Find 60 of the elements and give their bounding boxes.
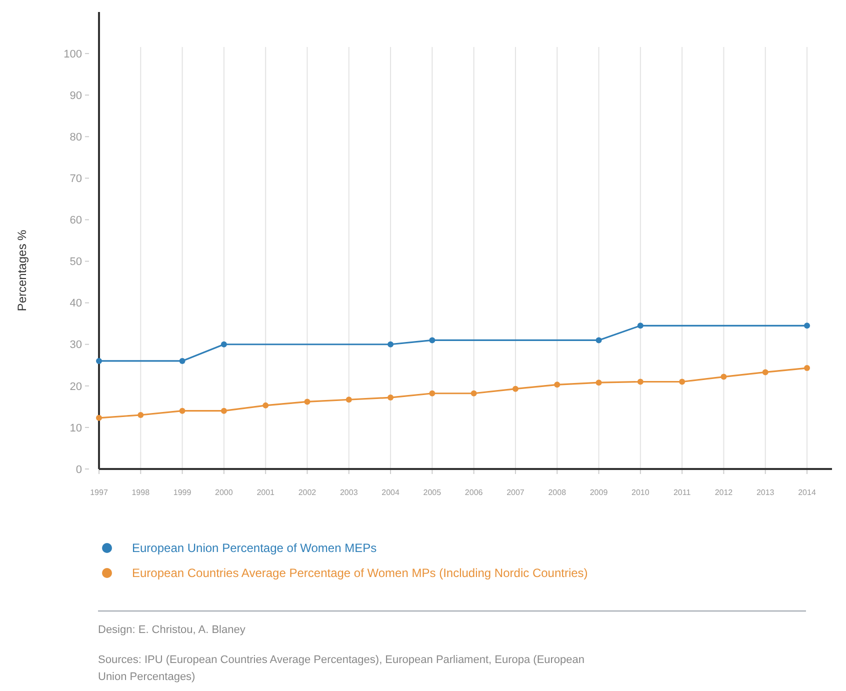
- point: [470, 390, 477, 396]
- x-tick-label: 1997: [90, 488, 108, 497]
- x-tick-label: 2014: [798, 488, 816, 497]
- x-tick-label: 1999: [173, 488, 192, 497]
- y-tick-label: 40: [70, 298, 82, 310]
- point: [596, 337, 602, 344]
- point: [179, 358, 186, 364]
- x-tick-label: 2013: [756, 488, 775, 497]
- point: [762, 369, 768, 376]
- y-tick-label: 80: [70, 131, 82, 144]
- x-tick-label: 2012: [714, 488, 734, 497]
- source-note: Sources: IPU (European Countries Average Percentages), European Parliament, Europa (European Union Percentages): [98, 654, 585, 683]
- point: [679, 378, 686, 385]
- point: [429, 337, 436, 344]
- legend-label: European Countries Average Percentage of Women MPs (Including Nordic Countries): [132, 566, 588, 580]
- point: [220, 341, 227, 348]
- legend-label: European Union Percentage of Women MEPs: [132, 541, 377, 556]
- y-tick-label: 100: [64, 48, 82, 60]
- y-axis-title: Percentages %: [15, 229, 29, 312]
- x-tick-label: 2007: [506, 488, 525, 497]
- point: [138, 412, 144, 418]
- x-tick-label: 2006: [464, 488, 484, 497]
- y-tick-label: 70: [70, 173, 82, 186]
- point: [346, 396, 352, 403]
- point: [388, 341, 394, 348]
- y-tick-label: 0: [76, 464, 82, 476]
- y-tick-label: 60: [70, 214, 82, 227]
- x-tick-label: 2009: [590, 488, 608, 497]
- y-tick-label: 50: [70, 256, 82, 268]
- point: [804, 322, 810, 329]
- x-tick-label: 2010: [632, 488, 650, 497]
- x-tick-label: 2004: [382, 488, 400, 497]
- point: [96, 358, 102, 364]
- point: [429, 390, 436, 396]
- y-tick-label: 90: [70, 90, 82, 102]
- point: [720, 374, 727, 380]
- point: [179, 408, 186, 414]
- x-tick-label: 2001: [256, 488, 276, 497]
- y-tick-label: 30: [70, 339, 82, 352]
- point: [804, 365, 810, 372]
- point: [512, 386, 518, 392]
- point: [637, 378, 644, 385]
- point: [554, 382, 560, 388]
- text: Design: E. Christou, A. Blaney: [98, 624, 246, 636]
- point: [96, 414, 102, 421]
- y-tick-label: 10: [70, 422, 82, 434]
- point: [596, 380, 602, 386]
- y-tick-label: 20: [70, 380, 82, 393]
- point: [262, 402, 269, 408]
- x-tick-label: 2000: [215, 488, 234, 497]
- x-tick-label: 2011: [673, 488, 692, 497]
- point: [388, 394, 394, 401]
- x-tick-label: 2008: [548, 488, 567, 497]
- point: [220, 408, 227, 414]
- point: [637, 322, 644, 329]
- x-tick-label: 1998: [132, 488, 150, 497]
- x-tick-label: 2005: [423, 488, 442, 497]
- x-tick-label: 2002: [298, 488, 317, 497]
- point: [304, 398, 310, 405]
- x-tick-label: 2003: [340, 488, 358, 497]
